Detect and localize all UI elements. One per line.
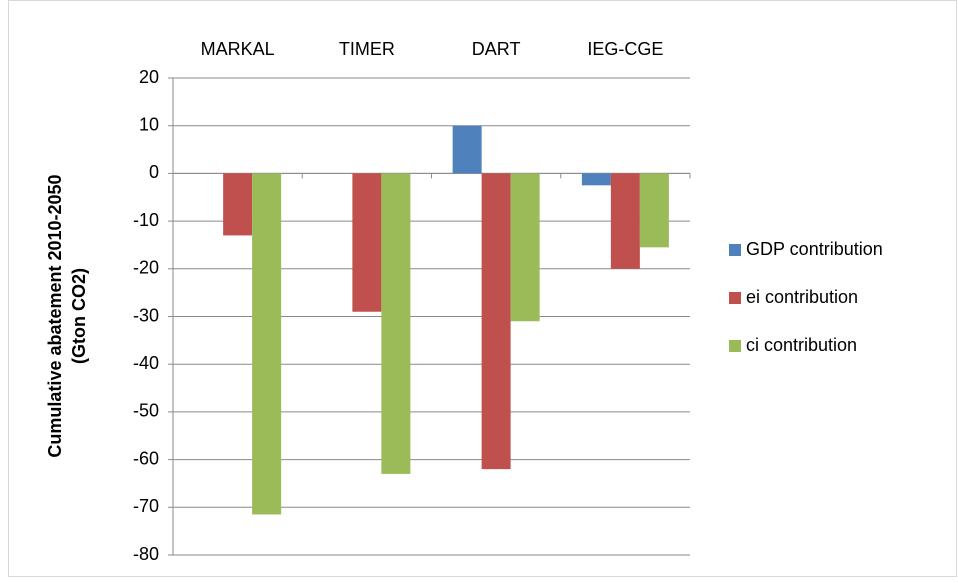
legend-swatch — [729, 292, 741, 304]
legend-swatch — [729, 340, 741, 352]
bar — [252, 173, 282, 515]
bar — [610, 173, 640, 269]
x-tick-label: MARKAL — [201, 39, 275, 59]
y-axis-title-line: (Gton CO2) — [69, 268, 89, 364]
legend-swatch — [729, 244, 741, 256]
x-tick-label: DART — [472, 39, 521, 59]
legend-label: ci contribution — [746, 335, 857, 355]
legend-label: ei contribution — [746, 287, 858, 307]
bar — [481, 173, 511, 470]
bar — [452, 125, 482, 174]
legend-label: GDP contribution — [746, 239, 883, 259]
y-tick-label: -70 — [133, 496, 159, 516]
bar — [223, 173, 253, 236]
y-tick-label: 0 — [149, 162, 159, 182]
y-axis-title-line: Cumulative abatement 2010-2050 — [45, 174, 65, 457]
y-axis-title: Cumulative abatement 2010-2050 (Gton CO2… — [45, 174, 89, 457]
y-tick-label: -20 — [133, 258, 159, 278]
x-tick-label: IEG-CGE — [587, 39, 663, 59]
bar — [581, 173, 611, 186]
y-tick-label: -30 — [133, 305, 159, 325]
bar — [639, 173, 669, 248]
bar — [352, 173, 382, 312]
bar — [510, 173, 540, 322]
bar — [381, 173, 411, 474]
y-tick-label: -50 — [133, 401, 159, 421]
x-tick-label: TIMER — [339, 39, 395, 59]
y-tick-label: -40 — [133, 353, 159, 373]
y-tick-label: -10 — [133, 210, 159, 230]
y-tick-label: -80 — [133, 544, 159, 564]
y-tick-label: 10 — [139, 114, 159, 134]
y-tick-label: 20 — [139, 67, 159, 87]
y-tick-label: -60 — [133, 448, 159, 468]
